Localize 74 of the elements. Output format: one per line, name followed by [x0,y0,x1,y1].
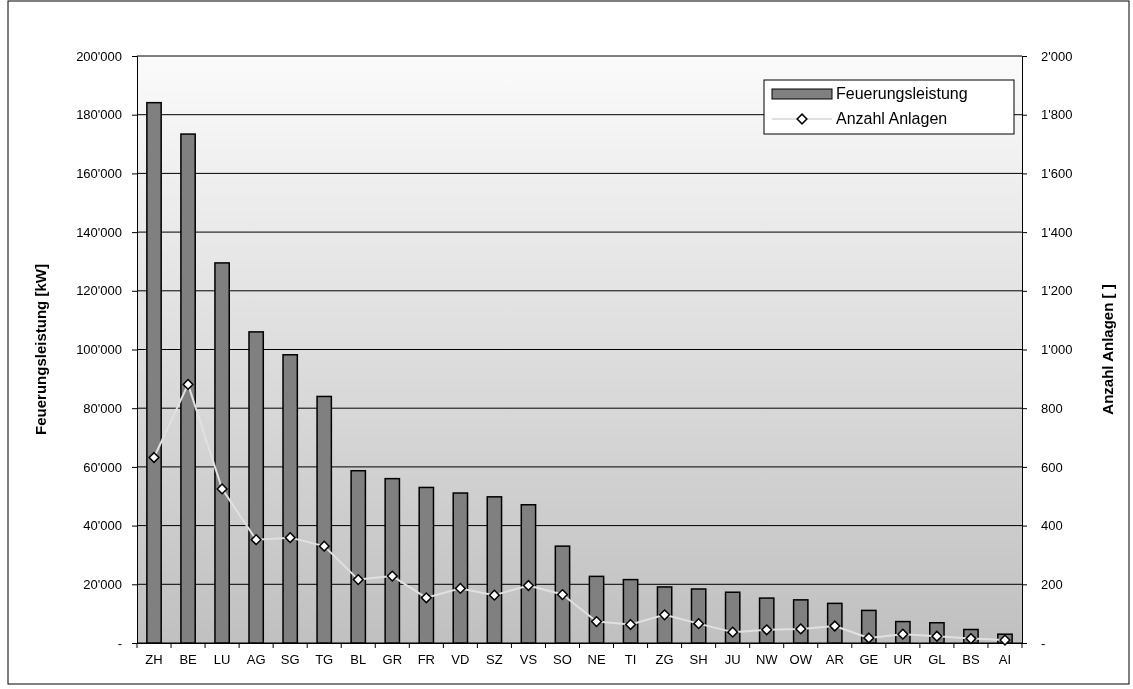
y2-tick-label: 600 [1041,459,1063,475]
point [863,632,875,644]
x-tick-label: TG [315,652,334,668]
y2-tick-label: 400 [1041,518,1063,534]
y2-tick-label: - [1041,635,1046,651]
point [386,570,398,582]
y2-tick-label: 1'400 [1041,224,1073,240]
x-tick-label: OW [789,652,813,668]
x-tick-label: ZG [655,652,674,668]
y-axis-title: Feuerungsleistung [kW] [32,264,49,435]
point [216,483,228,495]
y-tick-label: 40'000 [83,518,122,534]
y-tick-label: - [117,635,122,651]
x-tick-label: AG [246,652,266,668]
point [284,532,296,544]
point [761,624,773,636]
point [590,615,603,628]
x-tick-label: SG [280,652,300,668]
point [727,626,739,638]
y2-tick-label: 200 [1041,576,1063,592]
x-tick-label: AI [998,652,1012,668]
point [454,582,466,595]
y-tick-label: 100'000 [76,342,122,358]
y2-tick-label: 800 [1041,400,1063,416]
point [318,540,330,552]
x-tick-label: NE [587,652,606,668]
point [352,574,364,586]
x-tick-label: UR [893,652,913,668]
point [522,579,535,592]
point [556,588,569,601]
y-tick-label: 120'000 [76,283,122,299]
point [659,609,671,621]
x-tick-label: SZ [486,652,503,668]
x-tick-label: ZH [145,652,163,668]
y-tick-label: 180'000 [76,107,122,123]
point [965,633,977,645]
y2-tick-label: 1'600 [1041,166,1073,182]
x-tick-label: FR [417,652,435,668]
y2-tick-label: 2'000 [1041,48,1073,64]
x-tick-label: VD [451,652,470,668]
y2-axis-title: Anzahl Anlagen [ ] [1099,284,1116,415]
y-tick-label: 80'000 [83,400,122,416]
point [148,451,160,464]
legend-label: Anzahl Anlagen [836,110,948,127]
y2-tick-label: 1'800 [1041,107,1073,123]
point [693,618,705,630]
x-tick-label: BL [350,652,367,668]
y-tick-label: 60'000 [83,459,122,475]
point [250,534,262,546]
y-tick-label: 20'000 [83,576,122,592]
x-tick-label: GE [859,652,879,668]
y2-tick-label: 1'200 [1041,283,1073,299]
point [624,618,637,631]
x-tick-label: GR [382,652,403,668]
point [488,589,500,601]
y-tick-label: 140'000 [76,224,122,240]
legend-label: Feuerungsleistung [836,85,968,102]
x-tick-label: BS [962,652,980,668]
x-tick-label: NW [755,652,779,668]
x-tick-label: JU [724,652,741,668]
point [795,623,807,635]
x-tick-label: AR [825,652,844,668]
x-tick-label: VS [519,652,538,668]
x-tick-label: TI [624,652,637,668]
point [182,378,194,391]
y-tick-label: 160'000 [76,166,122,182]
x-tick-label: BE [179,652,198,668]
x-tick-label: SO [553,652,572,668]
point [420,592,432,604]
y-tick-label: 200'000 [76,48,122,64]
x-tick-label: LU [213,652,231,668]
x-tick-label: SH [689,652,708,668]
y2-tick-label: 1'000 [1041,342,1073,358]
x-tick-label: GL [928,652,946,668]
